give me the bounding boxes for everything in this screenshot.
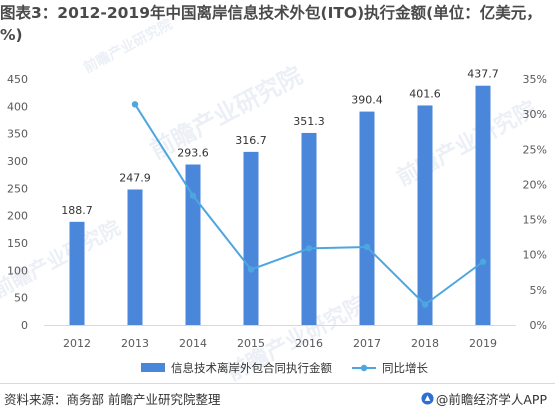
legend-line-marker: [360, 364, 368, 372]
bar-data-label: 188.7: [61, 204, 93, 217]
right-axis-tick-label: 10%: [523, 249, 547, 262]
left-axis: 0 50 100 150 200 250 300 350 400 450: [7, 73, 28, 332]
source-note: 资料来源：商务部 前瞻产业研究院整理: [4, 392, 221, 407]
growth-point: [131, 101, 139, 108]
growth-point: [363, 243, 371, 251]
bar: [359, 111, 375, 326]
left-axis-tick-label: 300: [7, 155, 28, 168]
legend-bar-label: 信息技术离岸外包合同执行金额: [171, 361, 332, 375]
x-axis-ticks: 2012 2013 2014 2015 2016 2017 2018 2019: [63, 337, 497, 350]
bar-data-label: 247.9: [119, 171, 151, 184]
footer-divider: [0, 383, 555, 384]
growth-point: [189, 192, 197, 199]
chart-title: 图表3：2012-2019年中国离岸信息技术外包(ITO)执行金额(单位：亿美元…: [0, 4, 542, 44]
watermark-text: 前瞻产业研究院: [146, 61, 307, 165]
right-axis-tick-label: 30%: [523, 108, 547, 121]
x-axis-tick-label: 2014: [179, 337, 207, 350]
left-axis-tick-label: 150: [7, 237, 28, 250]
growth-point: [247, 266, 255, 273]
watermark-text: 前瞻产业研究院: [81, 16, 176, 77]
legend: 信息技术离岸外包合同执行金额 同比增长: [141, 361, 428, 375]
bar-data-label: 437.7: [467, 68, 499, 81]
growth-point: [305, 245, 313, 252]
right-axis-tick-label: 15%: [523, 214, 547, 227]
bar: [127, 189, 143, 325]
right-axis-tick-label: 20%: [523, 178, 547, 191]
bar-data-label: 390.4: [351, 94, 383, 107]
brand-logo-icon: [421, 392, 434, 405]
left-axis-tick-label: 200: [7, 210, 28, 223]
legend-line-label: 同比增长: [382, 361, 428, 375]
left-axis-tick-label: 100: [7, 264, 28, 277]
x-axis-tick-label: 2013: [121, 337, 149, 350]
left-axis-tick-label: 450: [7, 73, 28, 86]
brand-label: @前瞻经济学人APP: [435, 392, 547, 407]
right-axis-tick-label: 25%: [523, 143, 547, 156]
watermark-text: 前瞻产业研究院: [393, 96, 541, 191]
left-axis-tick-label: 0: [21, 319, 28, 332]
right-axis-tick-label: 0%: [530, 319, 547, 332]
bar-data-labels: 188.7 247.9 293.6 316.7 351.3 390.4 401.6 437.7: [61, 68, 499, 217]
left-axis-tick-label: 400: [7, 100, 28, 113]
right-axis-tick-label: 5%: [530, 284, 547, 297]
growth-point: [421, 301, 429, 308]
right-axis: 0% 5% 10% 15% 20% 25% 30% 35%: [523, 73, 547, 332]
bar-data-label: 401.6: [409, 87, 441, 100]
legend-bar-swatch: [141, 363, 165, 372]
bar-data-label: 316.7: [235, 134, 267, 147]
bar-data-label: 293.6: [177, 146, 209, 159]
bar: [417, 105, 433, 325]
x-axis-tick-label: 2012: [63, 337, 91, 350]
x-axis-tick-label: 2019: [469, 337, 497, 350]
bar: [69, 221, 85, 325]
bar-series: [69, 85, 491, 326]
right-axis-tick-label: 35%: [523, 73, 547, 86]
bar-data-label: 351.3: [293, 115, 325, 128]
x-axis-tick-label: 2016: [295, 337, 323, 350]
bar: [185, 164, 201, 325]
x-axis-tick-label: 2017: [353, 337, 381, 350]
watermark-text: 前瞻产业研究院: [0, 215, 124, 302]
x-axis-tick-label: 2015: [237, 337, 265, 350]
bar: [475, 85, 491, 325]
bar: [243, 151, 259, 325]
line-series: [131, 101, 487, 308]
brand-credit: @前瞻经济学人APP: [421, 389, 547, 408]
left-axis-tick-label: 350: [7, 128, 28, 141]
growth-point: [479, 258, 487, 265]
bar: [301, 132, 317, 325]
left-axis-tick-label: 250: [7, 182, 28, 195]
left-axis-tick-label: 50: [14, 292, 28, 305]
x-axis-tick-label: 2018: [411, 337, 439, 350]
